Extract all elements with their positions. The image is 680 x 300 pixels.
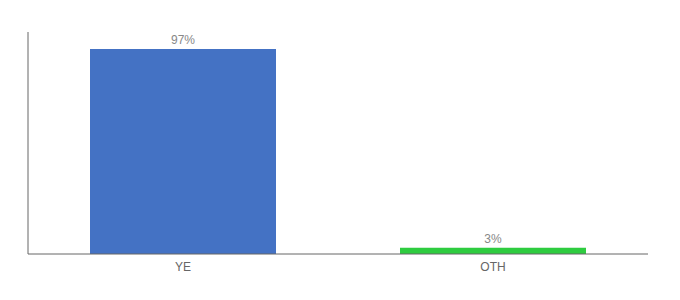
svg-text:YE: YE <box>175 260 191 274</box>
svg-text:3%: 3% <box>484 232 502 246</box>
svg-text:97%: 97% <box>171 33 195 47</box>
svg-text:OTH: OTH <box>480 260 505 274</box>
